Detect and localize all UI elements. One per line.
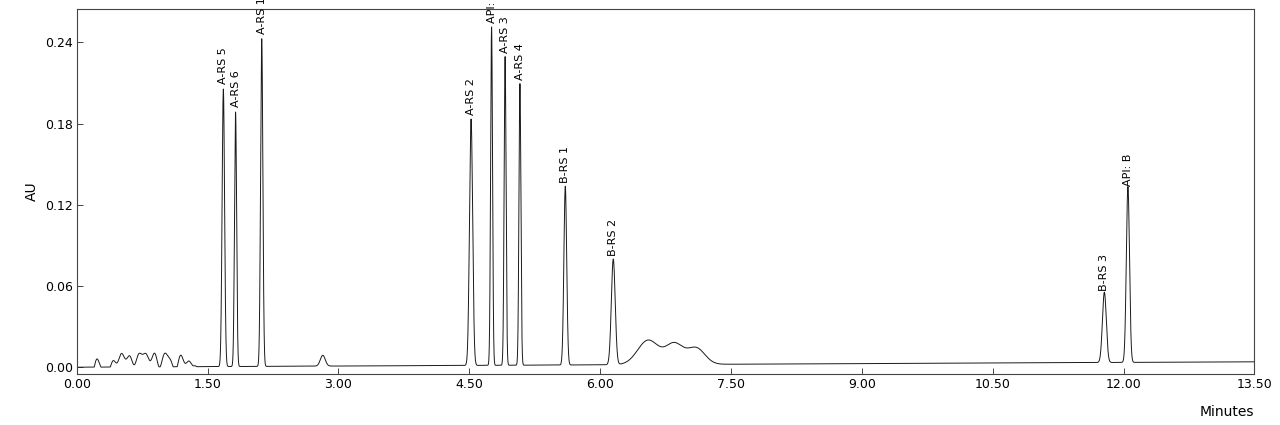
Text: A-RS 4: A-RS 4 xyxy=(515,43,525,80)
Text: A-RS 2: A-RS 2 xyxy=(466,79,476,116)
Text: B-RS 1: B-RS 1 xyxy=(561,146,571,183)
Text: API: A: API: A xyxy=(486,0,497,23)
Text: B-RS 2: B-RS 2 xyxy=(608,219,618,256)
Text: A-RS 3: A-RS 3 xyxy=(500,17,511,53)
Text: B-RS 3: B-RS 3 xyxy=(1100,255,1110,292)
Text: Minutes: Minutes xyxy=(1199,405,1254,419)
Text: A-RS 6: A-RS 6 xyxy=(230,71,241,108)
Y-axis label: AU: AU xyxy=(26,181,40,201)
Text: A-RS 5: A-RS 5 xyxy=(219,48,228,84)
Text: A-RS 1: A-RS 1 xyxy=(257,0,266,34)
Text: API: B: API: B xyxy=(1123,153,1133,186)
